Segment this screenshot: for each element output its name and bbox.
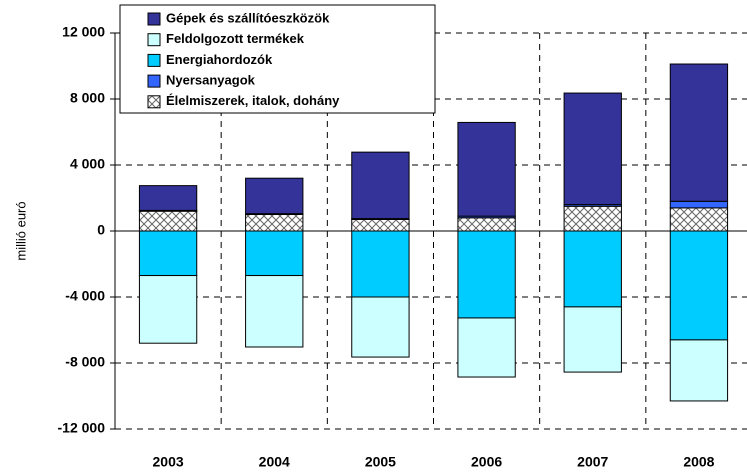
bar-segment [245,177,304,215]
legend-box [119,4,436,114]
bar-segment [138,210,198,232]
legend-label: Élelmiszerek, italok, dohány [166,93,340,108]
y-tick-label: -4 000 [65,288,105,304]
bar-segment [563,92,622,206]
y-tick-label: -12 000 [58,420,106,436]
x-tick-label: 2003 [153,454,184,470]
legend-label: Nyersanyagok [166,73,256,88]
x-tick-label: 2007 [577,454,608,470]
bar-segment [457,230,516,319]
legend-swatch [147,53,161,67]
legend-label: Energiahordozók [166,52,273,67]
legend-swatch [147,74,161,88]
bar-segment [563,205,622,232]
x-tick-label: 2006 [471,454,502,470]
y-axis-label: millió euró [13,201,28,260]
bar-segment [563,306,622,373]
legend-swatch [147,95,161,109]
legend-label: Feldolgozott termékek [166,31,305,46]
bar-segment [563,230,622,308]
bar-segment [669,207,729,232]
bar-segment [138,185,198,211]
x-tick-label: 2005 [365,454,396,470]
bar-segment [351,151,410,220]
legend-label: Gépek és szállítóeszközök [166,10,330,25]
bar-segment [669,339,729,402]
bar-segment [245,275,304,348]
bar-segment [138,230,198,277]
bar-segment [457,121,516,217]
bar-segment [245,230,304,277]
y-tick-label: 4 000 [70,156,105,172]
x-tick-label: 2004 [259,454,290,470]
bar-segment [669,200,729,209]
y-tick-label: 0 [97,222,105,238]
bar-segment [245,214,304,232]
bar-segment [351,230,410,298]
y-tick-label: -8 000 [65,354,105,370]
bar-segment [457,317,516,378]
bar-segment [669,230,729,341]
y-tick-label: 12 000 [62,24,105,40]
bar-segment [669,63,729,202]
bar-segment [351,218,410,232]
legend: Gépek és szállítóeszközök Feldolgozott te… [119,4,436,114]
bar-segment [457,217,516,232]
y-tick-label: 8 000 [70,90,105,106]
legend-swatch [147,33,161,47]
legend-swatch [147,12,161,26]
x-tick-label: 2008 [683,454,714,470]
bar-segment [138,275,198,344]
bar-segment [351,296,410,358]
